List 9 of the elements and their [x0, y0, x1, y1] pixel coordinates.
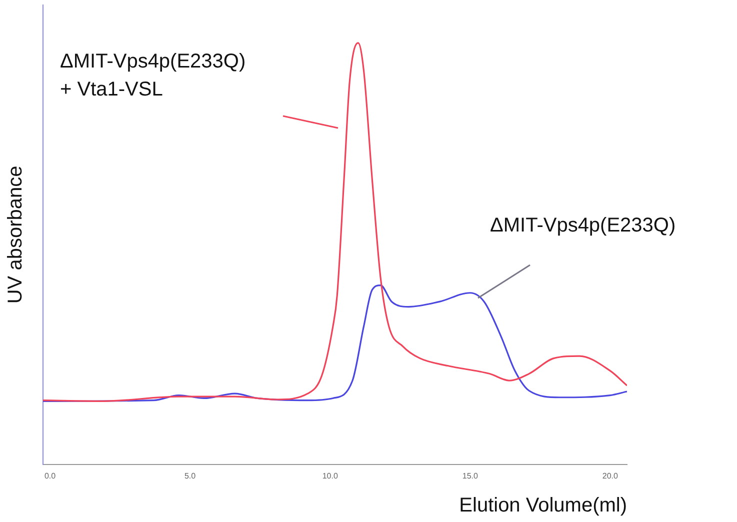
- x-axis-title: Elution Volume(ml): [459, 494, 627, 517]
- y-axis-title: UV absorbance: [4, 166, 27, 304]
- x-tick-label: 0.0: [44, 471, 56, 480]
- annotation: ΔMIT-Vps4p(E233Q): [490, 214, 676, 237]
- x-tick-label: 20.0: [602, 471, 619, 480]
- x-tick-label: 10.0: [322, 471, 338, 480]
- x-tick-label: 5.0: [184, 471, 196, 480]
- x-tick-label: 15.0: [462, 471, 478, 480]
- annotation: ΔMIT-Vps4p(E233Q) + Vta1-VSL: [60, 50, 246, 101]
